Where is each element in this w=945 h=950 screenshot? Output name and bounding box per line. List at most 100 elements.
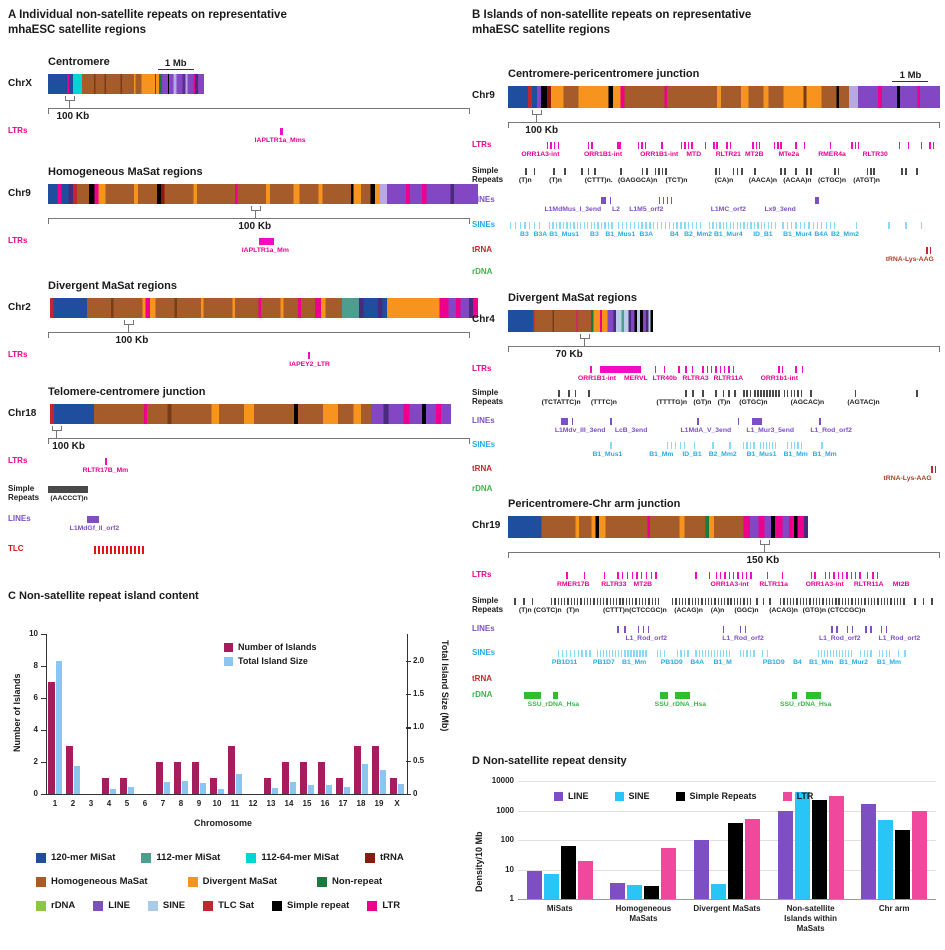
feature-sublabel: RLTR30 <box>862 151 888 158</box>
sine-tick <box>821 442 823 449</box>
sine-tick <box>566 222 568 229</box>
chartD-legend-swatch <box>614 791 624 801</box>
feature-sublabel: (CTCCGC)n <box>827 607 866 614</box>
chartD-baseline <box>518 899 936 900</box>
chartC-legend-item: Number of Islands <box>224 642 317 652</box>
bracket-scale-label: 100 Kb <box>52 441 86 452</box>
feature-sublabel: L1M5_orf2 <box>629 206 664 213</box>
sine-tick <box>639 650 641 657</box>
simple-tick <box>514 598 516 605</box>
chartD-bar-line <box>861 804 877 899</box>
feature-sublabel: (AGCAC)n <box>790 399 825 406</box>
legend-label: 112-64-mer MiSat <box>261 852 339 863</box>
ltr-tick <box>803 142 806 149</box>
ltr-tick <box>308 352 310 359</box>
feature-sublabel: B1_Mus1 <box>592 451 623 458</box>
chartD-bar-ltr <box>577 860 593 899</box>
feature-sublabel: L1_Mur3_5end <box>746 427 795 434</box>
sine-tick <box>733 222 735 229</box>
simple-tick <box>762 598 765 605</box>
line-tick <box>610 418 612 425</box>
ltr-tick <box>876 572 879 579</box>
simple-tick <box>651 598 653 605</box>
ltr-tick <box>859 572 861 579</box>
chartC-xtick-label: 3 <box>88 799 94 808</box>
simple-tick <box>854 598 856 605</box>
feature-sublabel: B4A <box>814 231 828 238</box>
chartD-ylabel: Density/10 Mb <box>474 831 484 892</box>
chartC-ylabel-right: Total Island Size (Mb) <box>440 640 450 732</box>
feature-row-label: rDNA <box>472 690 493 699</box>
sine-tick <box>882 650 884 657</box>
sine-tick <box>790 222 793 229</box>
bracket-scale-label: 150 Kb <box>746 555 780 566</box>
simple-tick <box>717 598 719 605</box>
feature-sublabel: LTR40b <box>652 375 678 382</box>
simple-tick <box>675 598 677 605</box>
block-title: Divergent MaSat regions <box>508 292 637 304</box>
simple-tick <box>564 168 566 175</box>
sine-tick <box>746 442 748 449</box>
legend-item: tRNA <box>364 852 404 863</box>
zoom-bracket <box>508 552 940 558</box>
ltr-tick <box>726 142 728 149</box>
ltr-tick <box>841 572 844 579</box>
scale-bar: 1 Mb <box>892 70 929 82</box>
genome-block: Pericentromere-Chr arm junction Chr19 150 … <box>472 498 940 720</box>
sine-tick <box>666 442 668 449</box>
chartD-legend-swatch <box>554 791 563 801</box>
simple-tick <box>822 598 824 605</box>
simple-tick <box>841 598 844 605</box>
sine-tick <box>866 650 869 657</box>
feature-sublabel: MTD <box>686 151 702 158</box>
chartC-ytick-left-label: 8 <box>33 661 38 670</box>
simple-tick <box>797 390 799 397</box>
panel-d-title: D Non-satellite repeat density <box>472 755 627 767</box>
feature-sublabel: L1MdGf_II_orf2 <box>69 525 120 532</box>
simple-tick <box>599 598 602 605</box>
chartC-bar-size <box>361 764 368 794</box>
simple-tick <box>746 390 748 397</box>
chartC-xtick-label: 11 <box>230 799 240 808</box>
ltr-tick <box>603 572 606 579</box>
simple-tick <box>581 168 583 175</box>
simple-tick <box>641 598 644 605</box>
ltr-tick <box>724 572 726 579</box>
simple-tick <box>757 390 759 397</box>
simple-tick <box>678 598 680 605</box>
chartD-xtick-label: Chr arm <box>878 904 910 913</box>
feature-sublabel: SSU_rDNA_Hsa <box>654 701 707 708</box>
ltr-tick <box>590 366 592 373</box>
sine-tick <box>555 222 558 229</box>
feature-sublabel: IAPLTR1a_Mm <box>241 247 289 254</box>
feature-row-ltr: LTRs RLTR17B_Mm <box>8 456 470 484</box>
ltr-tick <box>724 366 726 373</box>
block-title: Homogeneous MaSat regions <box>48 166 203 178</box>
feature-sublabel: B4 <box>669 231 679 238</box>
feature-row-tlc: TLC <box>8 544 470 570</box>
sine-tick <box>615 650 617 657</box>
legend-item: LINE <box>93 900 130 911</box>
feature-sublabel: (AACCCT)n <box>50 495 88 502</box>
chartC-bar-size <box>235 774 242 794</box>
sine-tick <box>771 442 774 449</box>
chartC-bar-islands <box>120 778 127 794</box>
simple-tick <box>641 168 644 175</box>
sine-tick <box>609 650 611 657</box>
sine-tick <box>743 222 745 229</box>
sine-tick <box>764 222 766 229</box>
chromosome-row: Chr18 <box>8 402 470 430</box>
ltr-tick <box>829 142 832 149</box>
sine-tick <box>719 222 721 229</box>
sine-tick <box>753 650 755 657</box>
ltr-tick <box>778 366 780 373</box>
legend-item: LTR <box>367 900 400 911</box>
feature-sublabel: L1_Rod_orf2 <box>878 635 921 642</box>
sine-tick <box>683 442 686 449</box>
line-tick <box>670 197 673 204</box>
chartD-bar-line <box>610 882 626 899</box>
feature-sublabel: L1Mdv_III_3end <box>554 427 606 434</box>
sine-tick <box>606 650 608 657</box>
feature-track: B3 B3A B1_Mus1 B3 B1_Mus1 B3A B4 B2_Mm2 B1_Mur4 I… <box>508 220 940 245</box>
simple-tick <box>531 598 534 605</box>
